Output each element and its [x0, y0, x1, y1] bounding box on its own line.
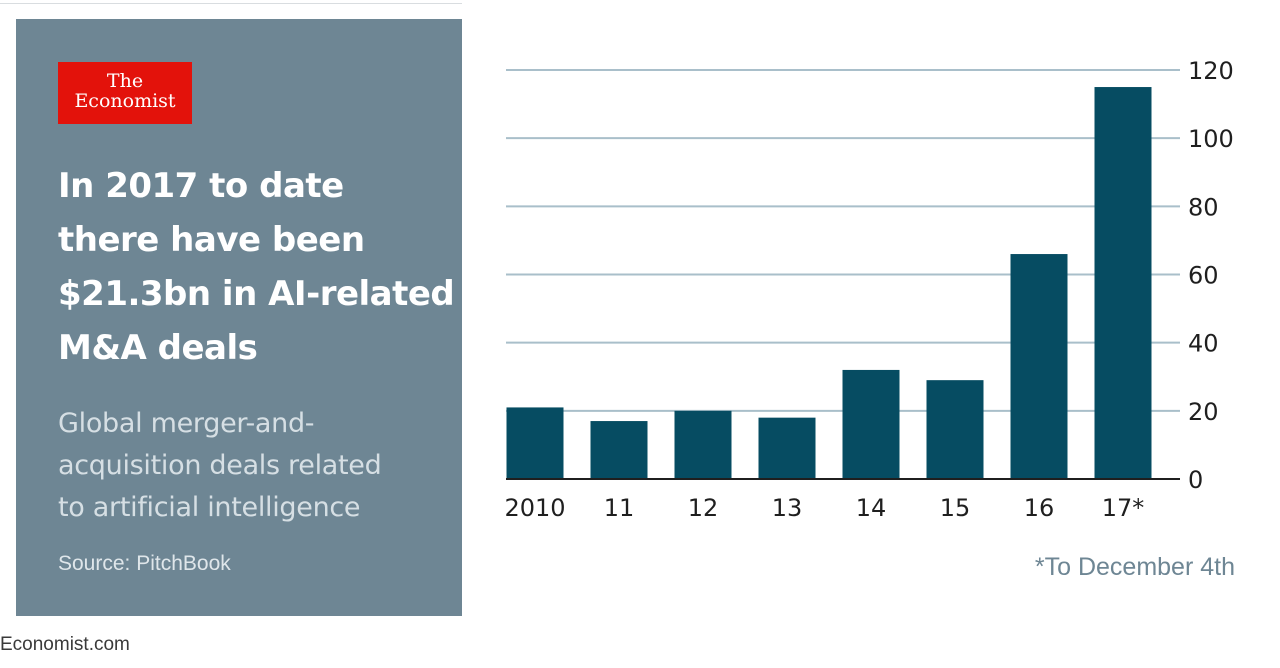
bar-11: [590, 421, 648, 479]
y-tick-label: 120: [1188, 57, 1234, 85]
y-tick-label: 80: [1188, 193, 1219, 221]
bar-15: [926, 380, 984, 479]
y-tick-label: 20: [1188, 398, 1219, 426]
x-category-label: 16: [1024, 494, 1055, 522]
bar-17: [1094, 87, 1152, 480]
x-category-label: 14: [856, 494, 887, 522]
headline-line: In 2017 to date: [58, 166, 344, 206]
headline-line: $21.3bn in AI-related: [58, 274, 455, 314]
top-rule: [0, 3, 462, 4]
logo-line-1: The: [106, 70, 144, 92]
bar-13: [758, 417, 816, 479]
y-tick-label: 100: [1188, 125, 1234, 153]
subtitle-line: Global merger-and-: [58, 408, 315, 439]
x-category-label: 17*: [1102, 494, 1145, 522]
x-category-label: 15: [940, 494, 971, 522]
footnote: *To December 4th: [1035, 553, 1235, 581]
title-panel: The Economist In 2017 to date there have…: [16, 19, 462, 616]
headline-line: M&A deals: [58, 328, 258, 368]
subtitle-line: to artificial intelligence: [58, 492, 361, 523]
axis-labels: 0 20 40 60 80 100 120 2010 11 12 13 14 15 16 17*: [504, 57, 1233, 522]
x-category-label: 11: [604, 494, 635, 522]
bar-14: [842, 369, 900, 479]
footer-credit: Economist.com: [0, 634, 130, 655]
chart-headline: In 2017 to date there have been $21.3bn …: [58, 159, 458, 375]
economist-logo: The Economist: [58, 62, 192, 124]
bar-2010: [506, 407, 564, 479]
chart-subtitle: Global merger-and- acquisition deals rel…: [58, 403, 458, 529]
y-tick-label: 60: [1188, 262, 1219, 290]
headline-line: there have been: [58, 220, 365, 260]
x-category-label: 13: [772, 494, 803, 522]
x-category-label: 12: [688, 494, 719, 522]
bars: [506, 87, 1152, 480]
logo-line-2: Economist: [74, 90, 176, 112]
x-category-label: 2010: [504, 494, 565, 522]
source-label: Source: PitchBook: [58, 552, 231, 575]
bar-16: [1010, 254, 1068, 479]
subtitle-line: acquisition deals related: [58, 450, 382, 481]
y-tick-label: 0: [1188, 466, 1203, 494]
bar-12: [674, 410, 732, 479]
y-tick-label: 40: [1188, 330, 1219, 358]
